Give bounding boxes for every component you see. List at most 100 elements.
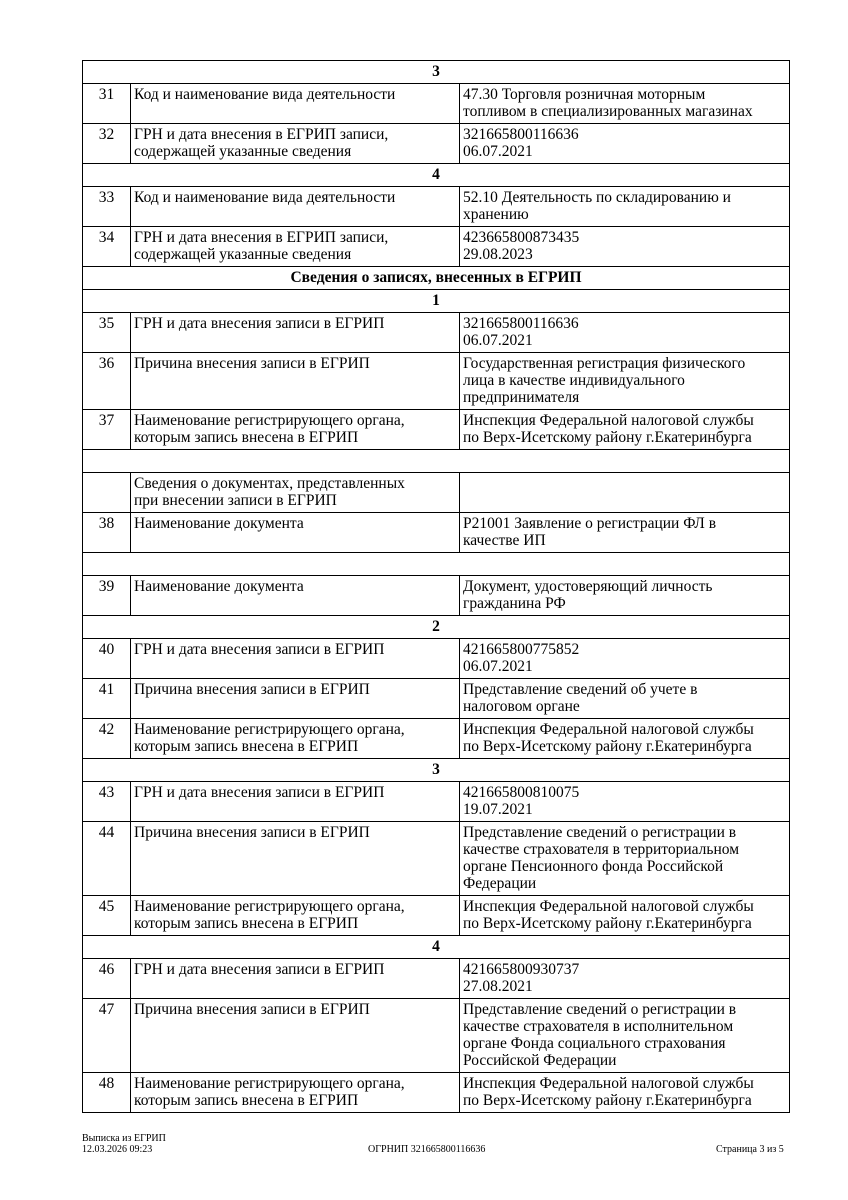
row-label: Код и наименование вида деятельности (130, 83, 460, 124)
section-header-row: 3 (81, 60, 791, 84)
row-number: 45 (82, 895, 131, 936)
row-number: 44 (82, 821, 131, 896)
table-row: 40 ГРН и дата внесения записи в ЕГРИП 4216… (82, 638, 791, 679)
table-row: 37 Наименование регистрирующего органа, к… (82, 409, 791, 450)
row-number: 40 (82, 638, 131, 679)
row-label: ГРН и дата внесения записи в ЕГРИП (130, 312, 460, 353)
row-number: 43 (82, 781, 131, 822)
row-label: Причина внесения записи в ЕГРИП (130, 821, 460, 896)
row-value: 423665800873435 29.08.2023 (458, 226, 791, 267)
row-value: 321665800116636 06.07.2021 (458, 312, 791, 353)
row-label: Наименование документа (130, 512, 460, 553)
row-label: Причина внесения записи в ЕГРИП (130, 678, 460, 719)
row-number: 42 (82, 718, 131, 759)
row-number: 31 (82, 83, 131, 124)
row-value: Инспекция Федеральной налоговой службы п… (458, 1072, 791, 1113)
blank-row (81, 552, 791, 576)
row-number: 35 (82, 312, 131, 353)
row-label: Причина внесения записи в ЕГРИП (130, 998, 460, 1073)
table-row: 38 Наименование документа Р21001 Заявление… (82, 512, 791, 553)
row-value: 421665800810075 19.07.2021 (458, 781, 791, 822)
blank-cell (81, 449, 791, 473)
row-value: Документ, удостоверяющий личность гражда… (458, 575, 791, 616)
table-row: 36 Причина внесения записи в ЕГРИП Государ… (82, 352, 791, 410)
table-body: 3 31 Код и наименование вида деятельности 4… (81, 60, 791, 1113)
section-header: 1 (81, 289, 791, 313)
footer-ogrnip: ОГРНИП 321665800116636 (368, 1144, 486, 1155)
table-row: 33 Код и наименование вида деятельности 52… (82, 186, 791, 227)
table-row: Сведения о документах, представленных пр… (82, 472, 791, 513)
row-number: 32 (82, 123, 131, 164)
section-header: 4 (81, 935, 791, 959)
row-value: Государственная регистрация физического … (458, 352, 791, 410)
row-label: Причина внесения записи в ЕГРИП (130, 352, 460, 410)
table-row: 46 ГРН и дата внесения записи в ЕГРИП 4216… (82, 958, 791, 999)
section-header-row: 2 (81, 615, 791, 639)
blank-row (81, 449, 791, 473)
row-label: Код и наименование вида деятельности (130, 186, 460, 227)
footer-datetime: 12.03.2026 09:23 (82, 1144, 153, 1155)
section-header: 2 (81, 615, 791, 639)
row-label: ГРН и дата внесения в ЕГРИП записи, соде… (130, 226, 460, 267)
row-label: Наименование документа (130, 575, 460, 616)
section-header-row: 4 (81, 163, 791, 187)
egrip-table: 3 31 Код и наименование вида деятельности 4… (81, 60, 791, 1113)
footer-left: Выписка из ЕГРИП 12.03.2026 09:23 (82, 1133, 166, 1155)
row-label: Наименование регистрирующего органа, кот… (130, 718, 460, 759)
row-label: ГРН и дата внесения записи в ЕГРИП (130, 638, 460, 679)
row-label: Наименование регистрирующего органа, кот… (130, 409, 460, 450)
footer-page-number: Страница 3 из 5 (716, 1144, 784, 1155)
table-row: 44 Причина внесения записи в ЕГРИП Предста… (82, 821, 791, 896)
table-row: 32 ГРН и дата внесения в ЕГРИП записи, со… (82, 123, 791, 164)
row-value: 421665800930737 27.08.2021 (458, 958, 791, 999)
table-row: 39 Наименование документа Документ, удосто… (82, 575, 791, 616)
row-value: 421665800775852 06.07.2021 (458, 638, 791, 679)
row-label: ГРН и дата внесения записи в ЕГРИП (130, 781, 460, 822)
section-header: 3 (81, 758, 791, 782)
section-header: Сведения о записях, внесенных в ЕГРИП (81, 266, 791, 290)
row-value (458, 472, 791, 513)
table-row: 43 ГРН и дата внесения записи в ЕГРИП 4216… (82, 781, 791, 822)
row-value: Инспекция Федеральной налоговой службы п… (458, 895, 791, 936)
table-row: 35 ГРН и дата внесения записи в ЕГРИП 3216… (82, 312, 791, 353)
table-row: 34 ГРН и дата внесения в ЕГРИП записи, со… (82, 226, 791, 267)
row-number: 48 (82, 1072, 131, 1113)
row-value: Представление сведений о регистрации в к… (458, 998, 791, 1073)
footer-doc-title: Выписка из ЕГРИП (82, 1133, 166, 1144)
row-label: Наименование регистрирующего органа, кот… (130, 1072, 460, 1113)
row-label: Наименование регистрирующего органа, кот… (130, 895, 460, 936)
row-number: 34 (82, 226, 131, 267)
row-number: 37 (82, 409, 131, 450)
table-row: 45 Наименование регистрирующего органа, к… (82, 895, 791, 936)
row-number: 41 (82, 678, 131, 719)
row-number: 39 (82, 575, 131, 616)
row-value: Представление сведений об учете в налого… (458, 678, 791, 719)
table-row: 31 Код и наименование вида деятельности 47… (82, 83, 791, 124)
section-header-row: 1 (81, 289, 791, 313)
row-value: 52.10 Деятельность по складированию и хр… (458, 186, 791, 227)
row-value: Представление сведений о регистрации в к… (458, 821, 791, 896)
table-row: 48 Наименование регистрирующего органа, к… (82, 1072, 791, 1113)
table-row: 42 Наименование регистрирующего органа, к… (82, 718, 791, 759)
row-number (82, 472, 131, 513)
blank-cell (81, 552, 791, 576)
row-number: 38 (82, 512, 131, 553)
section-header-row: 4 (81, 935, 791, 959)
row-label: Сведения о документах, представленных пр… (130, 472, 460, 513)
row-label: ГРН и дата внесения записи в ЕГРИП (130, 958, 460, 999)
section-header: 4 (81, 163, 791, 187)
row-value: 47.30 Торговля розничная моторным топлив… (458, 83, 791, 124)
row-value: Инспекция Федеральной налоговой службы п… (458, 718, 791, 759)
table-row: 47 Причина внесения записи в ЕГРИП Предста… (82, 998, 791, 1073)
row-number: 36 (82, 352, 131, 410)
row-number: 46 (82, 958, 131, 999)
section-header-row: 3 (81, 758, 791, 782)
row-value: 321665800116636 06.07.2021 (458, 123, 791, 164)
section-header-row: Сведения о записях, внесенных в ЕГРИП (81, 266, 791, 290)
row-number: 47 (82, 998, 131, 1073)
table-row: 41 Причина внесения записи в ЕГРИП Предста… (82, 678, 791, 719)
row-number: 33 (82, 186, 131, 227)
row-value: Р21001 Заявление о регистрации ФЛ в каче… (458, 512, 791, 553)
row-label: ГРН и дата внесения в ЕГРИП записи, соде… (130, 123, 460, 164)
row-value: Инспекция Федеральной налоговой службы п… (458, 409, 791, 450)
